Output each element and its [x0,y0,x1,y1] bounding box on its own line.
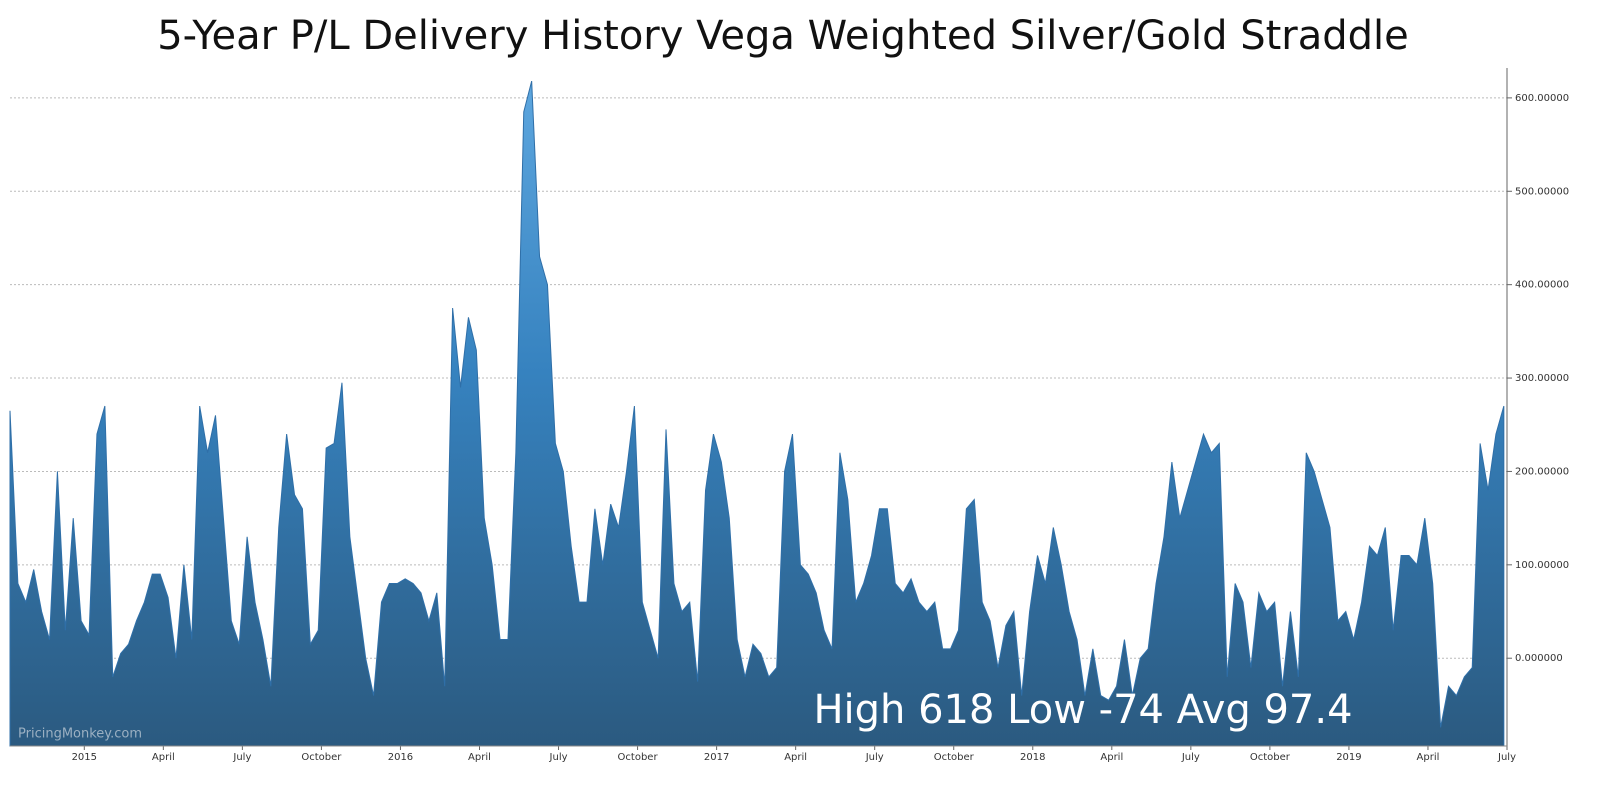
x-tick-label: July [1181,752,1200,763]
x-tick-label: April [468,752,491,763]
y-tick-label: 400.00000 [1515,280,1569,291]
x-tick-label: July [1497,752,1516,763]
annotation: High 618 Low -74 Avg 97.4 [813,687,1352,733]
area [9,80,1505,747]
y-tick-label: 300.00000 [1515,373,1569,384]
y-tick-label: 200.00000 [1515,466,1569,477]
chart-title: 5-Year P/L Delivery History Vega Weighte… [157,13,1409,59]
watermark: PricingMonkey.com [18,727,142,742]
x-tick-label: October [301,752,342,763]
x-tick-label: 2018 [1020,752,1045,763]
x-tick-label: 2016 [388,752,413,763]
x-tick-label: 2019 [1336,752,1361,763]
x-tick-label: October [618,752,659,763]
y-tick-label: 0.000000 [1515,653,1563,664]
x-tick-label: April [1417,752,1440,763]
x-tick-label: October [1250,752,1291,763]
x-tick-label: July [232,752,251,763]
x-tick-label: October [934,752,975,763]
x-tick-label: July [865,752,884,763]
y-tick-label: 600.00000 [1515,93,1569,104]
x-tick-label: July [549,752,568,763]
y-tick-label: 500.00000 [1515,186,1569,197]
x-tick-label: 2017 [704,752,729,763]
x-tick-label: April [784,752,807,763]
x-tick-label: 2015 [72,752,97,763]
x-tick-label: April [1100,752,1123,763]
x-tick-label: April [152,752,175,763]
y-tick-label: 100.00000 [1515,560,1569,571]
